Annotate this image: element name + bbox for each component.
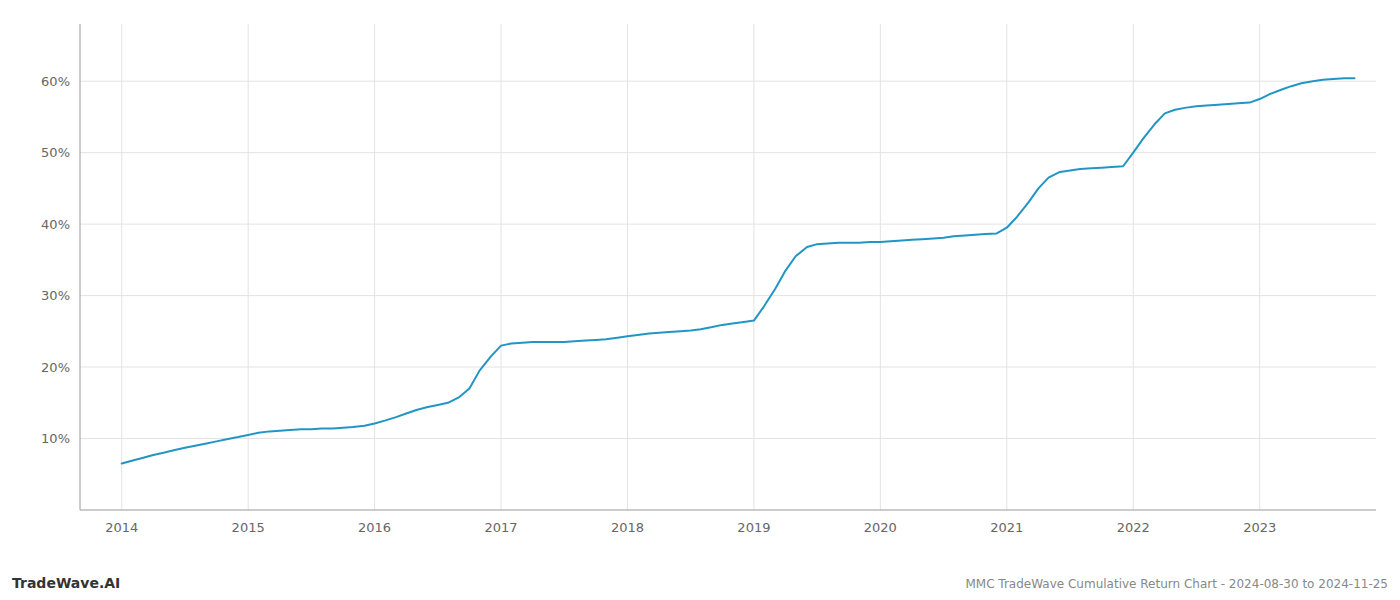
x-grid-line	[248, 24, 249, 510]
x-tick-label: 2020	[864, 520, 897, 535]
x-tick-label: 2023	[1243, 520, 1276, 535]
chart: 2014 2015 2016 2017 2018 2019 2020 2021 2022 2023…	[0, 0, 1400, 600]
y-grid-line	[80, 367, 1376, 368]
x-grid-line	[374, 24, 375, 510]
x-axis-line	[80, 510, 1376, 511]
grid	[80, 24, 1376, 510]
series	[122, 78, 1355, 463]
y-grid-line	[80, 81, 1376, 82]
y-grid-line	[80, 224, 1376, 225]
y-axis-line	[80, 24, 81, 510]
annotation: MMC TradeWave Cumulative Return Chart - …	[965, 577, 1388, 591]
x-tick-label: 2018	[611, 520, 644, 535]
x-grid-line	[1259, 24, 1260, 510]
x-grid-line	[1133, 24, 1134, 510]
line	[122, 78, 1355, 463]
x-grid-line	[1006, 24, 1007, 510]
y-tick-label: 50%	[41, 145, 70, 160]
x-grid-line	[880, 24, 881, 510]
x-tick-label: 2015	[232, 520, 265, 535]
x-grid-line	[501, 24, 502, 510]
x-grid-line	[627, 24, 628, 510]
x-tick-label: 2019	[737, 520, 770, 535]
x-tick-label: 2014	[105, 520, 138, 535]
y-tick-label: 20%	[41, 360, 70, 375]
x-grid-line	[121, 24, 122, 510]
y-tick-label: 60%	[41, 74, 70, 89]
y-grid-line	[80, 438, 1376, 439]
x-tick-label: 2022	[1117, 520, 1150, 535]
y-tick-label: 40%	[41, 217, 70, 232]
x-tick-label: 2017	[484, 520, 517, 535]
x-tick-label: 2016	[358, 520, 391, 535]
y-tick-label: 30%	[41, 288, 70, 303]
x-tick-label: 2021	[990, 520, 1023, 535]
annotation: TradeWave.AI	[12, 575, 120, 591]
y-tick-label: 10%	[41, 431, 70, 446]
y-grid-line	[80, 152, 1376, 153]
y-grid-line	[80, 295, 1376, 296]
axes: 2014 2015 2016 2017 2018 2019 2020 2021 2022 2023…	[41, 24, 1376, 535]
x-grid-line	[753, 24, 754, 510]
